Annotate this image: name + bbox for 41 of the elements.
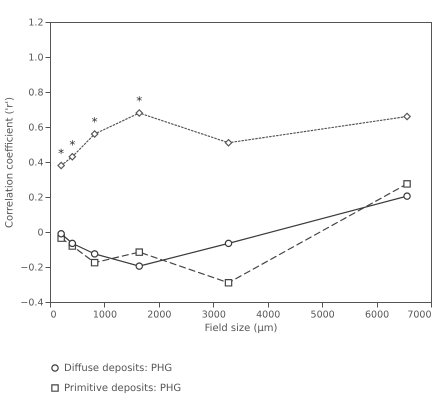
point bbox=[224, 138, 232, 147]
y-axis-title: Correlation coefficient ('r') bbox=[4, 96, 16, 228]
legend-label: Diffuse deposits: PHG bbox=[64, 363, 172, 374]
y-tick-label: 0 bbox=[37, 228, 44, 238]
point bbox=[136, 109, 144, 117]
x-axis-title: Field size (µm) bbox=[204, 323, 278, 334]
y-tick-label: −0.4 bbox=[20, 298, 44, 308]
point bbox=[224, 278, 232, 287]
x-tick-label: 5000 bbox=[310, 310, 335, 320]
y-tick-label: −0.2 bbox=[20, 262, 44, 274]
point bbox=[224, 240, 232, 248]
x-tick-label: 1000 bbox=[92, 310, 118, 320]
point bbox=[68, 240, 76, 248]
y-tick-label: 1.2 bbox=[28, 18, 44, 28]
point bbox=[136, 248, 144, 256]
point bbox=[403, 180, 411, 188]
point bbox=[136, 262, 144, 270]
point bbox=[68, 152, 76, 161]
x-tick-label: 7000 bbox=[407, 310, 432, 320]
point bbox=[403, 192, 411, 200]
y-tick-label: 0.4 bbox=[28, 158, 44, 168]
legend-label: Primitive deposits: PHG bbox=[64, 383, 182, 394]
y-tick-label: 1.0 bbox=[28, 52, 44, 64]
x-tick-label: 2000 bbox=[147, 310, 172, 320]
point bbox=[90, 130, 98, 138]
annotation: * bbox=[69, 138, 76, 152]
x-tick-label: 0 bbox=[50, 310, 57, 320]
point bbox=[57, 162, 65, 170]
x-tick-label: 6000 bbox=[364, 310, 390, 320]
annotation: * bbox=[136, 94, 142, 108]
y-tick-label: 0.8 bbox=[28, 88, 44, 98]
y-tick-label: 0.2 bbox=[28, 192, 44, 204]
point bbox=[57, 230, 65, 238]
point bbox=[90, 250, 98, 258]
point bbox=[403, 112, 411, 120]
annotation: * bbox=[92, 115, 98, 129]
y-tick-label: 0.6 bbox=[28, 122, 44, 134]
annotation: * bbox=[58, 146, 64, 160]
point bbox=[90, 258, 98, 266]
x-tick-label: 3000 bbox=[202, 310, 226, 320]
x-tick-label: 4000 bbox=[256, 310, 280, 320]
